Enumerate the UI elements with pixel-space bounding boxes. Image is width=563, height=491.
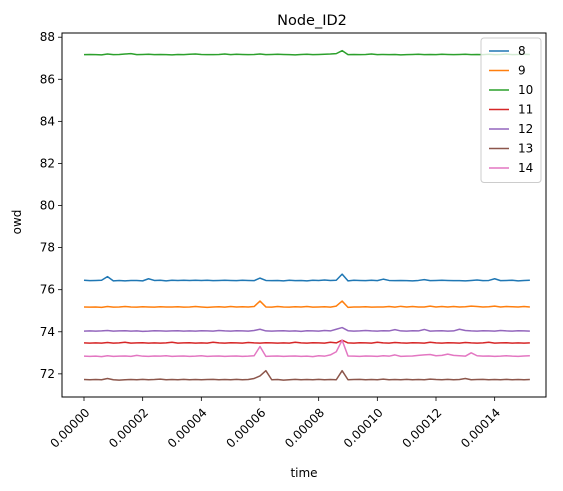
plot-area <box>83 49 530 381</box>
y-tick-label: 80 <box>40 199 55 213</box>
y-axis-label: owd <box>10 210 24 235</box>
legend-label-11: 11 <box>518 103 533 117</box>
series-line-12 <box>83 326 530 333</box>
series-line-11 <box>83 339 530 344</box>
legend-label-14: 14 <box>518 161 533 175</box>
series-line-14 <box>83 339 530 358</box>
legend-label-12: 12 <box>518 122 533 136</box>
y-tick-label: 88 <box>40 30 55 44</box>
y-tick-label: 84 <box>40 114 55 128</box>
legend-label-8: 8 <box>518 44 526 58</box>
plot-frame <box>61 32 547 398</box>
legend-label-13: 13 <box>518 142 533 156</box>
x-axis-label: time <box>290 466 317 480</box>
series-line-8 <box>83 273 530 282</box>
y-tick-label: 82 <box>40 156 55 170</box>
y-tick-label: 78 <box>40 241 55 255</box>
legend-box <box>480 37 542 183</box>
y-tick-label: 86 <box>40 72 55 86</box>
legend-label-9: 9 <box>518 64 526 78</box>
series-line-9 <box>83 300 530 309</box>
y-axis-ticks: 72 74 76 78 80 82 84 86 88 <box>40 30 62 381</box>
chart-title: Node_ID2 <box>277 13 347 29</box>
y-tick-label: 76 <box>40 283 55 297</box>
legend: 8 9 10 11 12 13 14 <box>480 37 542 183</box>
series-line-10 <box>83 49 530 56</box>
y-tick-label: 74 <box>40 325 55 339</box>
legend-label-10: 10 <box>518 83 533 97</box>
series-line-13 <box>83 369 530 381</box>
y-tick-label: 72 <box>40 367 55 381</box>
